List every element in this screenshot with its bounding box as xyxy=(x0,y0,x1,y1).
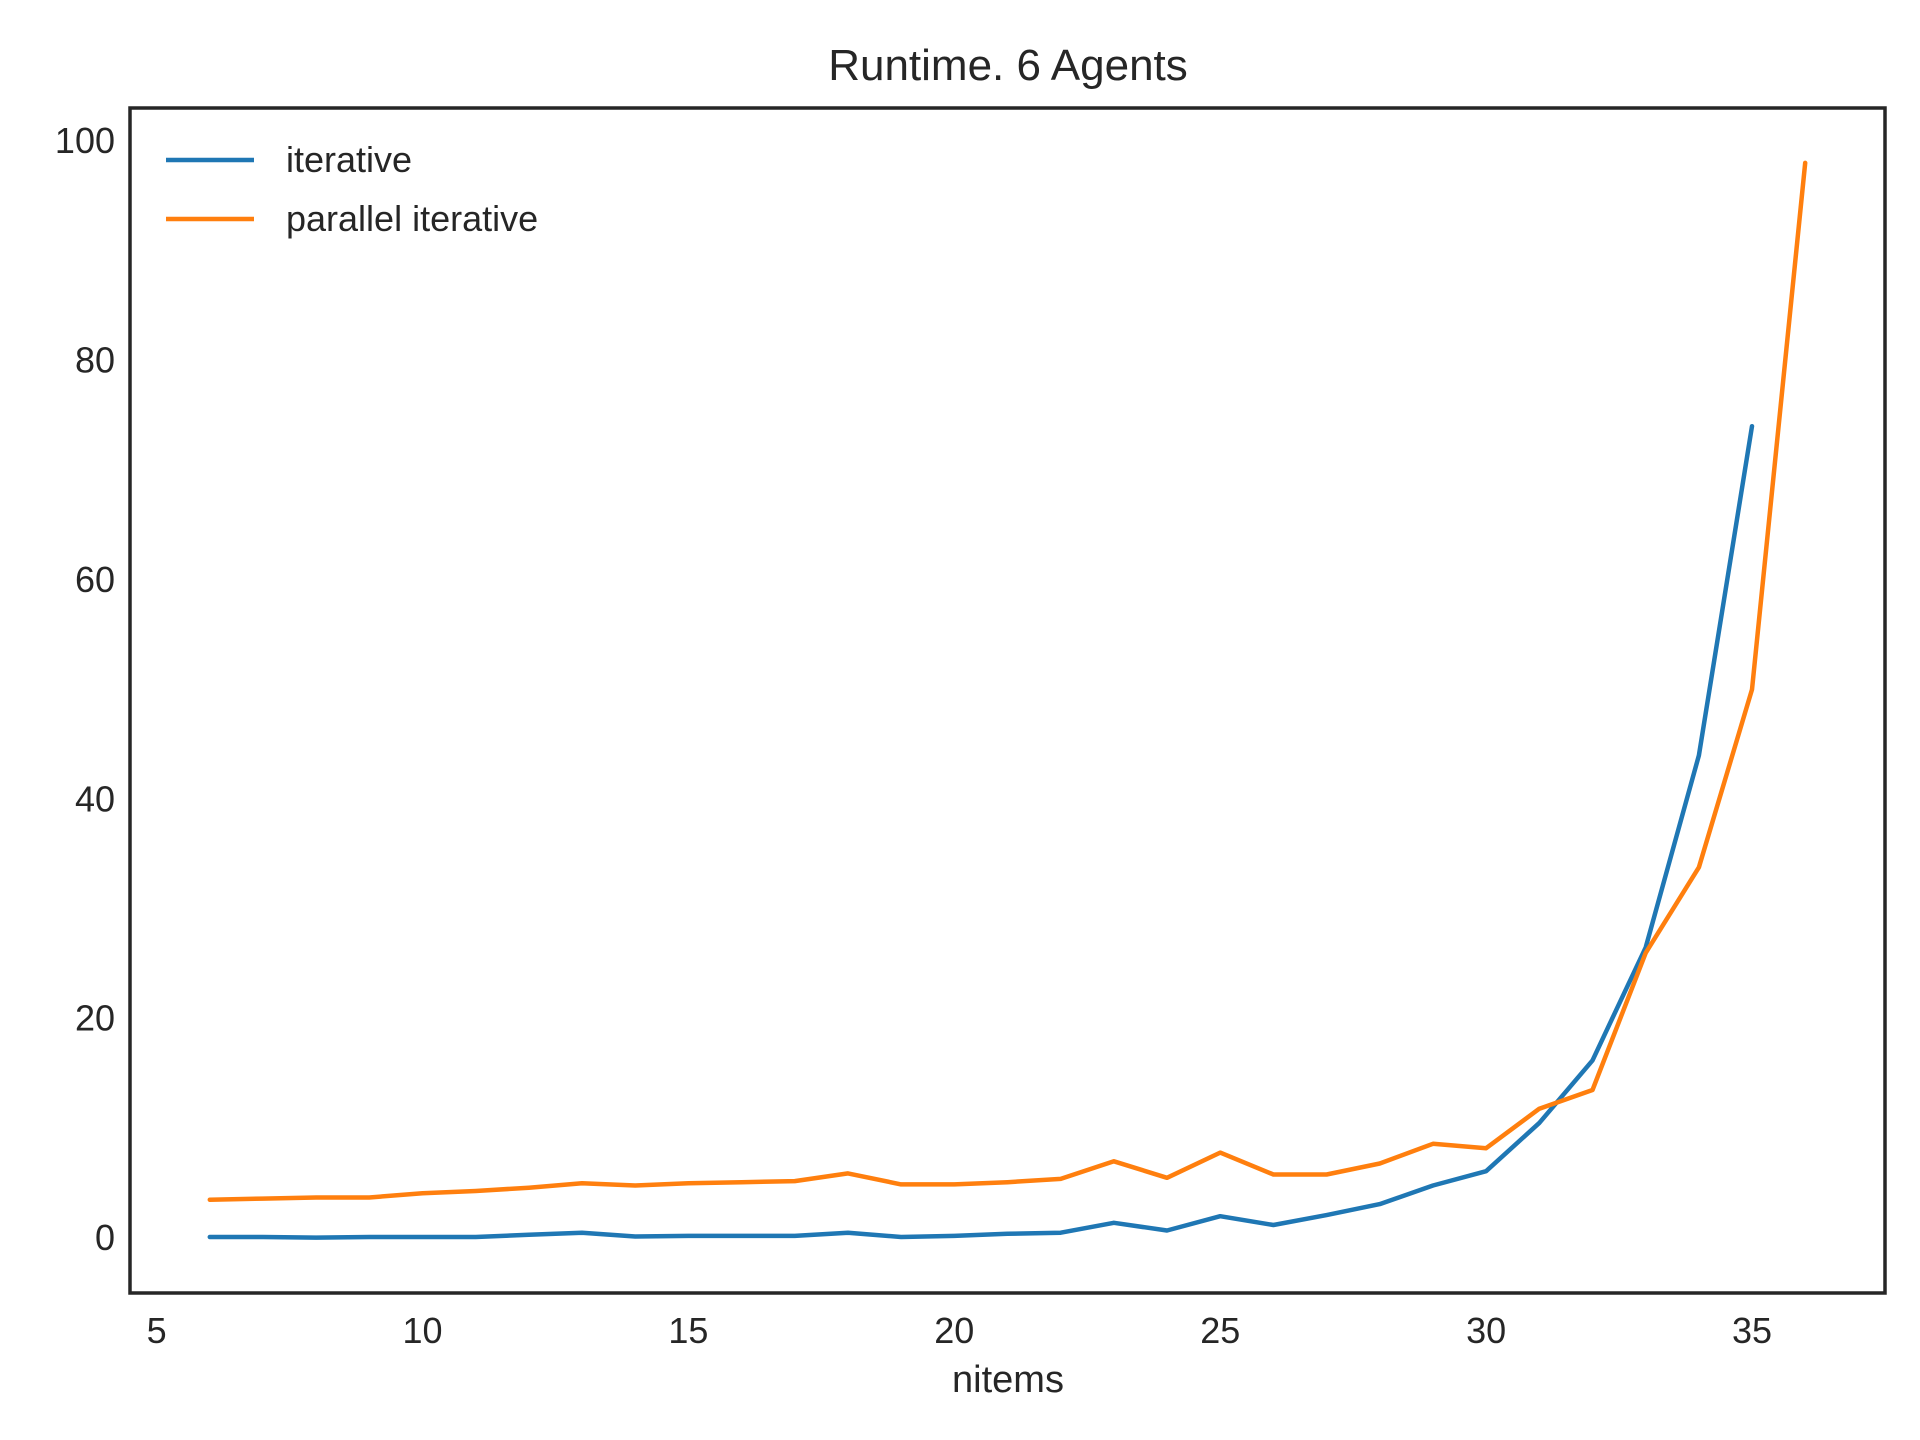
x-tick-label: 20 xyxy=(934,1310,974,1351)
x-tick-label: 10 xyxy=(402,1310,442,1351)
plot-frame xyxy=(128,106,1887,1295)
x-axis-ticks: 5 10 15 20 25 30 35 xyxy=(147,1310,1772,1351)
plot-area xyxy=(207,160,1808,1240)
x-tick-label: 30 xyxy=(1466,1310,1506,1351)
y-axis-ticks: 0 20 40 60 80 100 xyxy=(55,120,115,1258)
legend: iterative parallel iterative xyxy=(166,139,538,239)
y-tick-label: 80 xyxy=(75,339,115,380)
x-tick-label: 5 xyxy=(147,1310,167,1351)
series-line-iterative xyxy=(207,423,1755,1240)
x-tick-label: 15 xyxy=(668,1310,708,1351)
y-tick-label: 100 xyxy=(55,120,115,161)
chart-title: Runtime. 6 Agents xyxy=(828,41,1188,90)
y-tick-label: 60 xyxy=(75,559,115,600)
legend-label: iterative xyxy=(286,139,412,180)
x-tick-label: 35 xyxy=(1732,1310,1772,1351)
y-tick-label: 20 xyxy=(75,998,115,1039)
y-tick-label: 0 xyxy=(95,1217,115,1258)
y-tick-label: 40 xyxy=(75,778,115,819)
legend-label: parallel iterative xyxy=(286,198,538,239)
x-axis-label: nitems xyxy=(952,1359,1064,1401)
series-line-parallel-iterative xyxy=(207,160,1808,1202)
x-tick-label: 25 xyxy=(1200,1310,1240,1351)
